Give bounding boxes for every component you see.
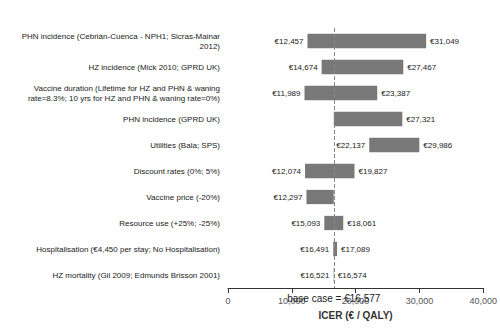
- svg-text:€22,137: €22,137: [336, 141, 365, 150]
- svg-text:Resource use (+25%; -25%): Resource use (+25%; -25%): [119, 219, 220, 228]
- svg-text:HZ mortality (Gil 2009; Edmund: HZ mortality (Gil 2009; Edmunds Brisson …: [52, 271, 220, 280]
- svg-text:ICER (€ / QALY): ICER (€ / QALY): [319, 310, 393, 321]
- svg-text:PHN incidence (GPRD UK): PHN incidence (GPRD UK): [123, 115, 220, 124]
- svg-text:€16,521: €16,521: [300, 271, 329, 280]
- svg-text:base case = €16,577: base case = €16,577: [287, 293, 381, 304]
- svg-text:€16,574: €16,574: [338, 271, 367, 280]
- svg-text:0: 0: [225, 296, 230, 306]
- svg-text:€27,467: €27,467: [407, 63, 436, 72]
- svg-text:PHN incidence (Cebrián-Cuenca: PHN incidence (Cebrián-Cuenca - NPH1; Si…: [22, 32, 221, 41]
- svg-text:€29,986: €29,986: [423, 141, 452, 150]
- svg-text:Vaccine duration (Lifetime for: Vaccine duration (Lifetime for HZ and PH…: [34, 84, 220, 93]
- svg-text:€19,827: €19,827: [359, 167, 388, 176]
- svg-text:40,000: 40,000: [469, 296, 497, 306]
- svg-text:€31,049: €31,049: [430, 37, 459, 46]
- svg-text:Discount rates (0%; 5%): Discount rates (0%; 5%): [134, 167, 221, 176]
- svg-text:€12,074: €12,074: [272, 167, 301, 176]
- svg-text:€23,387: €23,387: [381, 89, 410, 98]
- svg-text:€11,989: €11,989: [272, 89, 301, 98]
- svg-text:€27,321: €27,321: [406, 115, 435, 124]
- svg-text:30,000: 30,000: [406, 296, 434, 306]
- svg-text:HZ incidence (Mick 2010; GPRD: HZ incidence (Mick 2010; GPRD UK): [88, 63, 220, 72]
- svg-text:2012): 2012): [200, 42, 221, 51]
- svg-text:€16,491: €16,491: [300, 245, 329, 254]
- svg-text:€14,674: €14,674: [289, 63, 318, 72]
- svg-text:€17,089: €17,089: [341, 245, 370, 254]
- svg-text:rate=8.3%; 10 yrs for HZ and P: rate=8.3%; 10 yrs for HZ and PHN & wanin…: [28, 94, 220, 103]
- svg-text:Utilities (Bala; SPS): Utilities (Bala; SPS): [150, 141, 220, 150]
- svg-text:Hospitalisation (€4,450 per st: Hospitalisation (€4,450 per stay; No Hos…: [36, 245, 220, 254]
- svg-text:€12,297: €12,297: [274, 193, 303, 202]
- svg-text:€12,457: €12,457: [275, 37, 304, 46]
- svg-text:€18,061: €18,061: [347, 219, 376, 228]
- svg-text:€15,093: €15,093: [291, 219, 320, 228]
- svg-text:Vaccine price (-20%): Vaccine price (-20%): [146, 193, 220, 202]
